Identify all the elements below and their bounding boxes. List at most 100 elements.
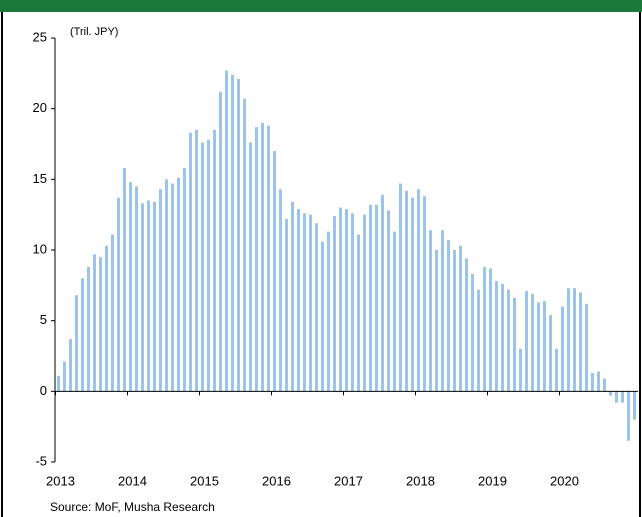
- bar: [621, 391, 624, 403]
- bar: [555, 348, 558, 392]
- bar: [549, 315, 552, 392]
- bar: [513, 298, 516, 392]
- x-tick-label: 2013: [46, 473, 75, 488]
- bar: [627, 391, 630, 441]
- x-tick-label: 2019: [478, 473, 507, 488]
- bar: [111, 234, 114, 392]
- bar: [363, 214, 366, 392]
- bar: [189, 132, 192, 392]
- bar: [483, 266, 486, 392]
- bar: [129, 182, 132, 392]
- bar: [417, 189, 420, 392]
- header-bar: [0, 0, 642, 12]
- bar: [249, 142, 252, 392]
- bar: [537, 302, 540, 392]
- bar: [219, 91, 222, 392]
- bar: [411, 197, 414, 392]
- bar: [81, 278, 84, 392]
- y-tick-label: -5: [35, 453, 47, 468]
- bar: [525, 290, 528, 392]
- y-tick-label: 10: [33, 241, 47, 256]
- bar: [123, 168, 126, 392]
- y-tick-label: 20: [33, 100, 47, 115]
- bar: [303, 213, 306, 392]
- bar: [423, 196, 426, 392]
- x-tick-label: 2020: [550, 473, 579, 488]
- bar: [501, 283, 504, 392]
- bar: [267, 125, 270, 392]
- bar: [405, 190, 408, 392]
- x-tick-label: 2018: [406, 473, 435, 488]
- bar: [441, 230, 444, 392]
- unit-label: (Tril. JPY): [70, 26, 118, 38]
- bar: [261, 122, 264, 392]
- bar: [321, 241, 324, 392]
- bar: [171, 183, 174, 392]
- bar: [603, 378, 606, 392]
- bar: [225, 70, 228, 392]
- bar: [273, 151, 276, 392]
- bar: [279, 189, 282, 392]
- bar: [585, 303, 588, 392]
- bar: [369, 204, 372, 392]
- bar: [471, 274, 474, 392]
- y-tick-label: 25: [33, 29, 47, 44]
- bar: [507, 289, 510, 392]
- bar: [87, 266, 90, 392]
- x-tick-label: 2015: [190, 473, 219, 488]
- x-tick-label: 2014: [118, 473, 147, 488]
- bar: [297, 209, 300, 392]
- bar: [351, 213, 354, 392]
- bar: [357, 234, 360, 392]
- bar: [531, 293, 534, 392]
- bar: [477, 289, 480, 392]
- bar: [147, 200, 150, 392]
- bar: [465, 258, 468, 392]
- bar: [135, 186, 138, 392]
- bar: [195, 129, 198, 392]
- bar: [177, 177, 180, 392]
- bar: [315, 223, 318, 392]
- bar: [159, 189, 162, 392]
- bar: [459, 245, 462, 392]
- bar: [93, 254, 96, 392]
- x-tick-label: 2017: [334, 473, 363, 488]
- bar: [231, 74, 234, 392]
- bar: [153, 201, 156, 392]
- bar: [105, 245, 108, 392]
- bar: [561, 306, 564, 392]
- bar: [393, 231, 396, 392]
- bar: [57, 375, 60, 392]
- bar: [375, 204, 378, 392]
- bar: [309, 214, 312, 392]
- bar: [243, 98, 246, 392]
- bar: [255, 127, 258, 392]
- bar: [117, 197, 120, 392]
- bar: [237, 78, 240, 392]
- bar: [207, 139, 210, 392]
- bar: [213, 129, 216, 392]
- bar: [591, 372, 594, 392]
- bar: [447, 240, 450, 392]
- bar: [495, 281, 498, 392]
- source: Source: MoF, Musha Research: [50, 500, 215, 514]
- bar: [573, 288, 576, 392]
- bar: [333, 216, 336, 392]
- bar: [285, 218, 288, 392]
- bar: [165, 179, 168, 392]
- bar: [327, 231, 330, 392]
- bar: [339, 207, 342, 392]
- y-tick-label: 0: [40, 383, 47, 398]
- bar: [399, 183, 402, 392]
- bar: [141, 203, 144, 392]
- bar: [69, 339, 72, 392]
- y-tick-label: 15: [33, 171, 47, 186]
- bar: [183, 168, 186, 392]
- bar: [633, 391, 636, 420]
- bar: [597, 371, 600, 392]
- bar: [615, 391, 618, 403]
- bar: [489, 268, 492, 392]
- bar: [99, 257, 102, 392]
- bar: [453, 250, 456, 392]
